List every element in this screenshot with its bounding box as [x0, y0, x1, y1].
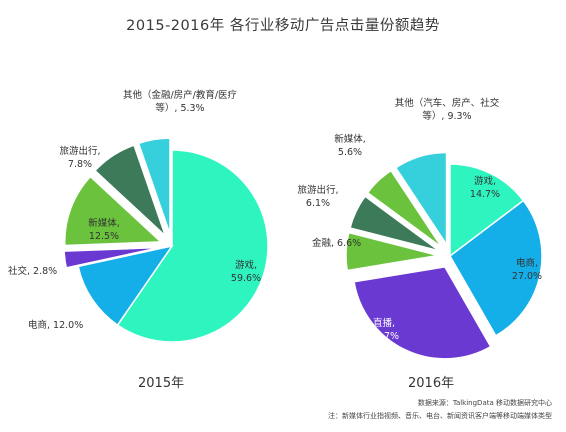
pie-2015-title: 2015年	[138, 376, 185, 391]
source-note: 数据来源：TalkingData 移动数据研究中心	[417, 399, 552, 407]
pie-2015-label-游戏: 游戏, 59.6%	[231, 259, 261, 284]
pie-2016-label-新媒体: 新媒体, 5.6%	[334, 133, 366, 158]
pie-2016-label-直播: 直播, 30.7%	[369, 317, 399, 342]
pie-2016-label-金融: 金融, 6.6%	[312, 237, 361, 249]
pie-2016-slice-旅游出行	[349, 195, 440, 252]
pie-2015-slice-新媒体	[64, 175, 163, 247]
pie-2016-slice-电商	[449, 199, 543, 337]
pie-2016-label-其他: 其他（汽车、房产、社交等）, 9.3%	[395, 97, 500, 122]
pie-2016-label-电商: 电商, 27.0%	[512, 257, 542, 282]
pie-2016-label-游戏: 游戏, 14.7%	[470, 175, 500, 200]
pie-2016-slice-直播	[353, 266, 492, 360]
pie-2015-slice-其他	[137, 137, 171, 235]
pie-2015-label-社交: 社交, 2.8%	[8, 265, 57, 277]
pie-2015-label-新媒体: 新媒体, 12.5%	[88, 217, 120, 242]
pie-2016-slice-金融	[345, 231, 439, 272]
pie-2015-label-旅游出行: 旅游出行, 7.8%	[59, 145, 100, 170]
pie-2015-label-其他: 其他（金融/房产/教育/医疗等）, 5.3%	[123, 89, 238, 114]
pie-2016-slice-游戏	[449, 163, 525, 258]
pie-2015-label-电商: 电商, 12.0%	[28, 319, 83, 331]
pie-2015-slice-社交	[63, 246, 161, 269]
chart-title: 2015-2016年 各行业移动广告点击量份额趋势	[126, 18, 440, 34]
pie-2016-slice-新媒体	[366, 169, 443, 248]
pie-2015-slice-游戏	[116, 149, 269, 343]
pie-2016-title: 2016年	[408, 376, 455, 391]
pie-2015-slice-旅游出行	[93, 144, 167, 237]
pie-2016-slice-其他	[394, 151, 448, 248]
remark-note: 注：新媒体行业指视频、音乐、电台、新闻资讯客户端等移动端媒体类型	[328, 412, 552, 420]
pie-2015-slice-电商	[77, 244, 174, 327]
pie-2016-label-旅游出行: 旅游出行, 6.1%	[297, 184, 338, 209]
